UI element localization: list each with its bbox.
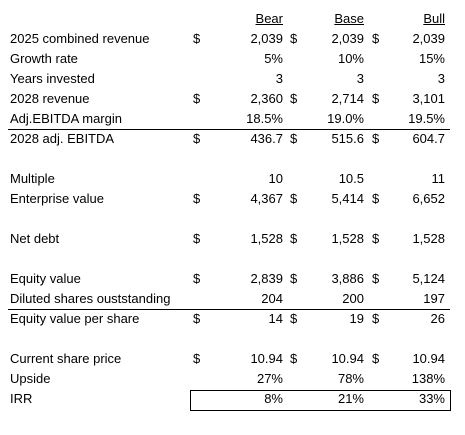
- row-rule: [8, 129, 450, 130]
- currency-sign: $: [290, 351, 298, 366]
- cell-value: 27%: [256, 371, 283, 386]
- row-label: Growth rate: [10, 51, 78, 66]
- cell-value: 8%: [264, 391, 283, 406]
- cell-value: 2,039: [412, 31, 445, 46]
- cell-value: 19.0%: [327, 111, 364, 126]
- cell-value: 204: [261, 291, 283, 306]
- cell-value: 10: [268, 171, 283, 186]
- row-rule: [8, 309, 450, 310]
- currency-sign: $: [372, 191, 380, 206]
- row-label: IRR: [10, 391, 33, 406]
- cell-value: 5,414: [331, 191, 364, 206]
- cell-value: 4,367: [250, 191, 283, 206]
- cell-value: 26: [430, 311, 445, 326]
- column-header: Bear: [255, 11, 283, 26]
- currency-sign: $: [290, 311, 298, 326]
- cell-value: 78%: [337, 371, 364, 386]
- currency-sign: $: [290, 91, 298, 106]
- cell-value: 5,124: [412, 271, 445, 286]
- cell-value: 2,360: [250, 91, 283, 106]
- currency-sign: $: [193, 31, 201, 46]
- row-label: Upside: [10, 371, 51, 386]
- cell-value: 1,528: [412, 231, 445, 246]
- row-label: Diluted shares ouststanding: [10, 291, 171, 306]
- cell-value: 21%: [337, 391, 364, 406]
- cell-value: 2,039: [250, 31, 283, 46]
- cell-value: 2,839: [250, 271, 283, 286]
- currency-sign: $: [193, 231, 201, 246]
- cell-value: 2,714: [331, 91, 364, 106]
- cell-value: 10.94: [250, 351, 283, 366]
- cell-value: 2,039: [331, 31, 364, 46]
- currency-sign: $: [290, 231, 298, 246]
- cell-value: 19: [349, 311, 364, 326]
- cell-value: 3,886: [331, 271, 364, 286]
- cell-value: 19.5%: [408, 111, 445, 126]
- cell-value: 436.7: [250, 131, 283, 146]
- row-label: Net debt: [10, 231, 60, 246]
- cell-value: 14: [268, 311, 283, 326]
- cell-value: 515.6: [331, 131, 364, 146]
- currency-sign: $: [372, 131, 380, 146]
- currency-sign: $: [372, 231, 380, 246]
- row-label: 2028 adj. EBITDA: [10, 131, 115, 146]
- column-header: Bull: [423, 11, 445, 26]
- currency-sign: $: [290, 271, 298, 286]
- currency-sign: $: [372, 271, 380, 286]
- cell-value: 6,652: [412, 191, 445, 206]
- currency-sign: $: [193, 131, 201, 146]
- currency-sign: $: [290, 131, 298, 146]
- cell-value: 604.7: [412, 131, 445, 146]
- row-label: 2025 combined revenue: [10, 31, 150, 46]
- currency-sign: $: [193, 311, 201, 326]
- currency-sign: $: [193, 191, 201, 206]
- currency-sign: $: [193, 271, 201, 286]
- currency-sign: $: [193, 351, 201, 366]
- cell-value: 3: [275, 71, 283, 86]
- irr-box: [190, 390, 451, 411]
- row-label: 2028 revenue: [10, 91, 90, 106]
- cell-value: 5%: [264, 51, 283, 66]
- currency-sign: $: [290, 191, 298, 206]
- cell-value: 200: [342, 291, 364, 306]
- cell-value: 15%: [418, 51, 445, 66]
- cell-value: 138%: [411, 371, 445, 386]
- row-label: Multiple: [10, 171, 55, 186]
- cell-value: 1,528: [331, 231, 364, 246]
- row-label: Equity value: [10, 271, 81, 286]
- cell-value: 197: [423, 291, 445, 306]
- cell-value: 18.5%: [246, 111, 283, 126]
- cell-value: 3,101: [412, 91, 445, 106]
- row-label: Equity value per share: [10, 311, 140, 326]
- cell-value: 10.94: [412, 351, 445, 366]
- cell-value: 33%: [418, 391, 445, 406]
- currency-sign: $: [372, 351, 380, 366]
- cell-value: 1,528: [250, 231, 283, 246]
- column-header: Base: [334, 11, 364, 26]
- currency-sign: $: [372, 31, 380, 46]
- row-label: Adj.EBITDA margin: [10, 111, 122, 126]
- currency-sign: $: [372, 91, 380, 106]
- currency-sign: $: [193, 91, 201, 106]
- cell-value: 11: [431, 171, 446, 186]
- cell-value: 3: [356, 71, 364, 86]
- cell-value: 10.5: [338, 171, 364, 186]
- cell-value: 10%: [337, 51, 364, 66]
- row-label: Enterprise value: [10, 191, 104, 206]
- currency-sign: $: [290, 31, 298, 46]
- row-label: Years invested: [10, 71, 95, 86]
- row-label: Current share price: [10, 351, 122, 366]
- cell-value: 10.94: [331, 351, 364, 366]
- currency-sign: $: [372, 311, 380, 326]
- cell-value: 3: [437, 71, 445, 86]
